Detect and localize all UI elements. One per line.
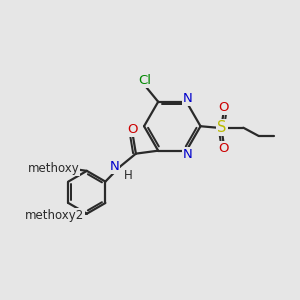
Text: S: S [217, 120, 226, 135]
Text: Cl: Cl [138, 74, 151, 87]
Text: O: O [218, 101, 229, 114]
Text: N: N [183, 92, 193, 105]
Text: methoxy2: methoxy2 [25, 209, 84, 222]
Text: O: O [128, 123, 138, 136]
Text: N: N [110, 160, 119, 173]
Text: O: O [218, 142, 229, 155]
Text: O: O [62, 209, 72, 222]
Text: methoxy: methoxy [28, 162, 80, 175]
Text: N: N [183, 148, 193, 161]
Text: O: O [62, 161, 72, 174]
Text: H: H [124, 169, 132, 182]
